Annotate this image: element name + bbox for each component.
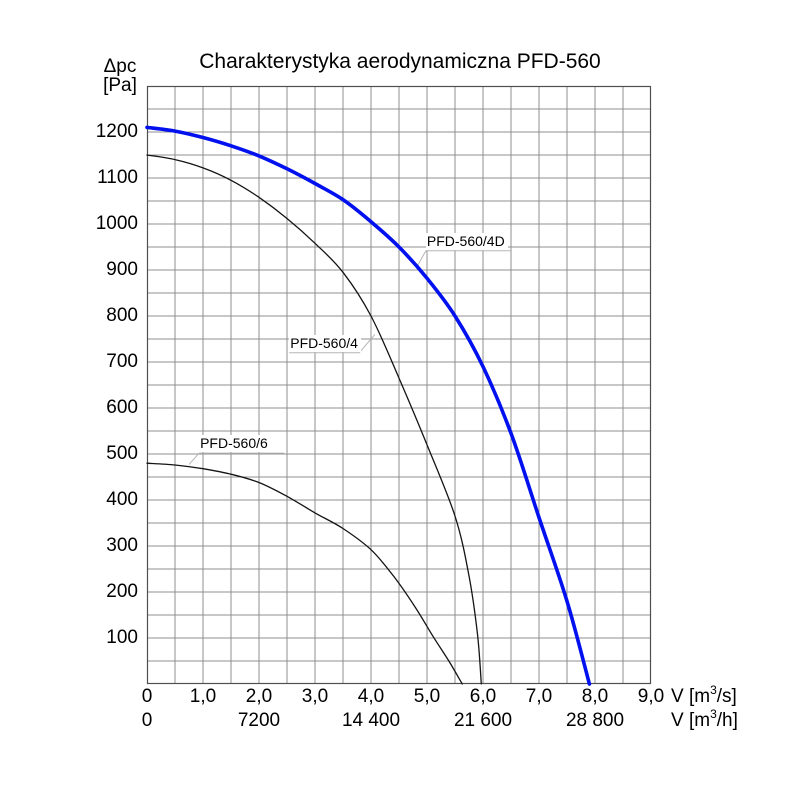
- x-tick-s-6,0: 6,0: [469, 686, 497, 707]
- y-axis-unit-symbol: Δpc: [103, 56, 137, 77]
- y-tick-300: 300: [106, 535, 138, 556]
- y-axis-unit-label: Δpc [Pa]: [94, 57, 146, 95]
- x-tick-s-2,0: 2,0: [245, 686, 273, 707]
- x-axis-unit-m3h: V [m3/h]: [671, 706, 738, 731]
- label-leader-diagonal: [358, 334, 376, 354]
- curve-label-PFD-560/4: PFD-560/4: [289, 334, 361, 352]
- x-tick-s-8,0: 8,0: [581, 686, 609, 707]
- y-tick-100: 100: [106, 627, 138, 648]
- x-tick-s-0: 0: [141, 686, 153, 707]
- x-tick-s-4,0: 4,0: [357, 686, 385, 707]
- x-tick-h-28 800: 28 800: [565, 710, 625, 731]
- superscript-3: 3: [710, 706, 717, 721]
- x-tick-s-7,0: 7,0: [525, 686, 553, 707]
- x-axis-unit-m3s: V [m3/s]: [671, 682, 737, 707]
- y-axis-unit-pa: [Pa]: [103, 75, 137, 96]
- x-tick-h-7200: 7200: [237, 710, 281, 731]
- x-tick-h-21 600: 21 600: [453, 710, 513, 731]
- label-leader-diagonal: [188, 452, 200, 465]
- x-tick-s-1,0: 1,0: [189, 686, 217, 707]
- y-tick-1200: 1200: [95, 121, 138, 142]
- chart-title: Charakterystyka aerodynamiczna PFD-560: [199, 50, 601, 73]
- y-tick-1000: 1000: [95, 213, 138, 234]
- y-tick-500: 500: [106, 443, 138, 464]
- plot-area: [145, 85, 652, 686]
- superscript-3: 3: [710, 682, 717, 697]
- grid-lines: [147, 86, 651, 684]
- x-tick-s-3,0: 3,0: [301, 686, 329, 707]
- plot-border: [146, 85, 652, 685]
- curve-label-PFD-560/6: PFD-560/6: [199, 435, 271, 453]
- y-tick-900: 900: [106, 259, 138, 280]
- curve-PFD-560/4D: [145, 125, 592, 686]
- y-tick-200: 200: [106, 581, 138, 602]
- y-tick-700: 700: [106, 351, 138, 372]
- x-tick-h-14 400: 14 400: [341, 710, 401, 731]
- label-leader-diagonal: [416, 250, 427, 268]
- y-tick-400: 400: [106, 489, 138, 510]
- y-tick-1100: 1100: [97, 167, 138, 188]
- x-tick-h-0: 0: [141, 710, 153, 731]
- x-tick-s-9,0: 9,0: [637, 686, 665, 707]
- y-tick-800: 800: [106, 305, 138, 326]
- curve-PFD-560/4: [146, 154, 482, 685]
- y-tick-600: 600: [106, 397, 138, 418]
- x-tick-s-5,0: 5,0: [413, 686, 441, 707]
- curve-PFD-560/6: [146, 462, 463, 685]
- curve-label-PFD-560/4D: PFD-560/4D: [425, 232, 508, 250]
